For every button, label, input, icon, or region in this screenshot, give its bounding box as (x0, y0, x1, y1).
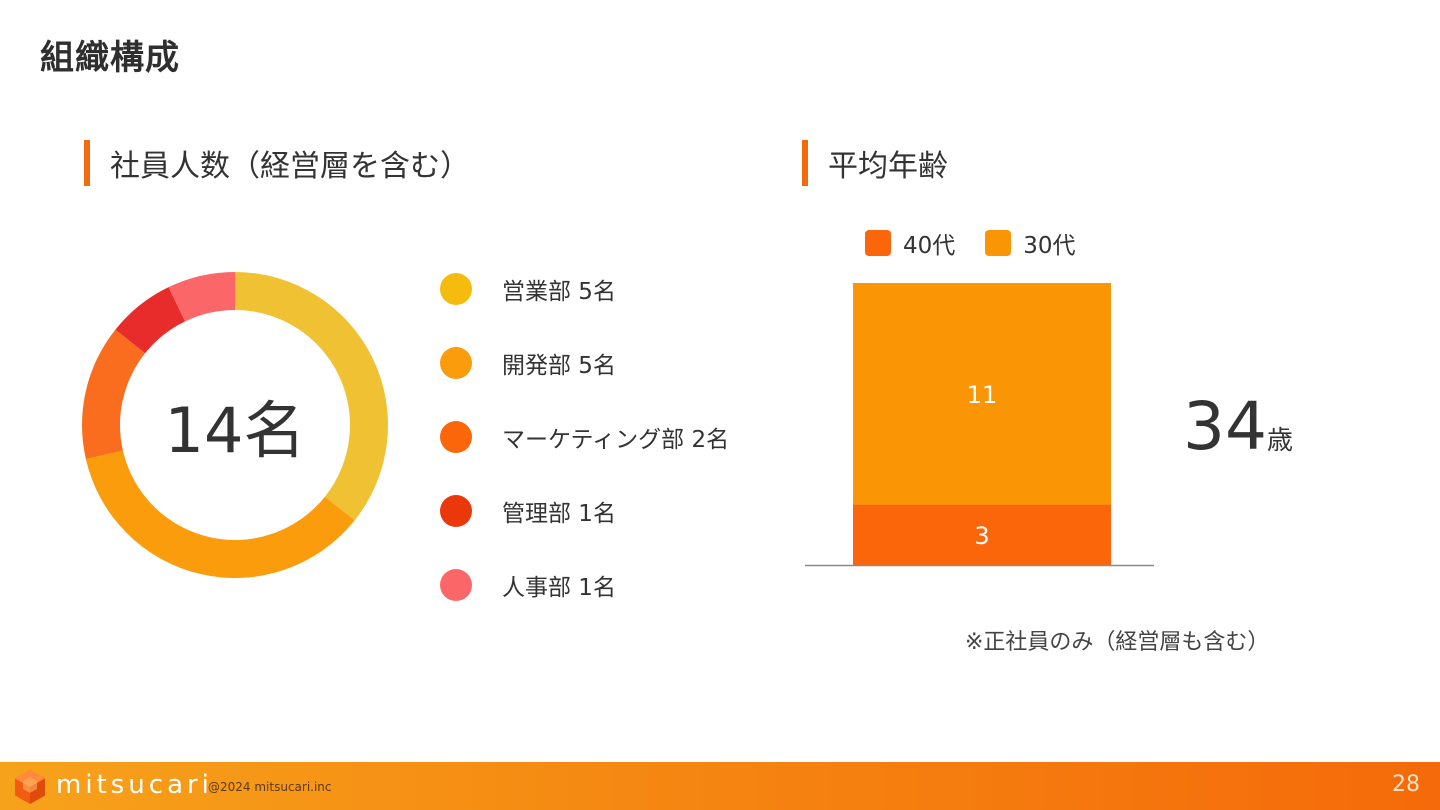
donut-slice-2 (85, 450, 355, 578)
footnote: ※正社員のみ（経営層も含む） (965, 630, 1270, 655)
mitsucari-logo-icon (15, 770, 45, 804)
legend-dot (440, 495, 472, 527)
legend-item: 人事部 1名 (440, 548, 729, 622)
age-stacked-bar-chart: 3 11 (805, 283, 1154, 567)
footer-brand: mitsucari (56, 770, 213, 800)
legend-item: マーケティング部 2名 (440, 400, 729, 474)
legend-item: 管理部 1名 (440, 474, 729, 548)
legend-label: 開発部 5名 (502, 353, 616, 379)
page-number: 28 (1392, 772, 1420, 797)
average-age-display: 34歳 (1183, 388, 1293, 465)
donut-slice-1 (235, 272, 388, 521)
legend-label: 管理部 1名 (502, 501, 616, 527)
footer-bar: mitsucari @2024 mitsucari.inc 28 (0, 762, 1440, 810)
average-age-value: 34 (1183, 388, 1267, 465)
bar-legend-swatch (985, 230, 1012, 256)
footer-copyright: @2024 mitsucari.inc (208, 780, 332, 794)
donut-slice-5 (168, 272, 235, 322)
donut-slice-3 (82, 329, 146, 460)
legend-dot (440, 421, 472, 453)
legend-dot (440, 273, 472, 305)
legend-label: 営業部 5名 (502, 279, 616, 305)
average-age-unit: 歳 (1266, 426, 1293, 456)
headcount-heading: 社員人数（経営層を含む） (110, 149, 470, 184)
legend-item: 営業部 5名 (440, 252, 729, 326)
bar-segment-1 (853, 504, 1111, 565)
donut-slice-4 (115, 287, 186, 354)
bar-legend-item: 30代 (985, 226, 1076, 260)
page-title: 組織構成 (40, 38, 180, 78)
bar-legend-swatch (865, 230, 891, 256)
headcount-donut-chart (82, 272, 388, 578)
donut-total-label: 14名 (164, 394, 306, 467)
legend-dot (440, 347, 472, 379)
bar-legend-item: 40代 (865, 226, 955, 260)
bar-segment-2 (853, 283, 1111, 505)
legend-dot (440, 569, 472, 601)
bar-legend: 40代 30代 (865, 226, 1106, 260)
legend-label: 人事部 1名 (502, 575, 616, 601)
legend-label: マーケティング部 2名 (502, 427, 730, 453)
average-age-heading: 平均年齢 (828, 149, 948, 184)
section-header-average-age: 平均年齢 (802, 140, 948, 186)
section-accent-bar (84, 140, 90, 186)
bar-legend-label: 30代 (1023, 233, 1076, 259)
bar-legend-label: 40代 (903, 233, 956, 259)
bar-data-label-1: 3 (974, 522, 989, 550)
section-header-headcount: 社員人数（経営層を含む） (84, 140, 470, 186)
donut-legend: 営業部 5名 開発部 5名マーケティング部 2名 管理部 1名 人事部 1名 (440, 252, 729, 622)
legend-item: 開発部 5名 (440, 326, 729, 400)
bar-data-label-2: 11 (967, 381, 998, 409)
section-accent-bar (802, 140, 808, 186)
